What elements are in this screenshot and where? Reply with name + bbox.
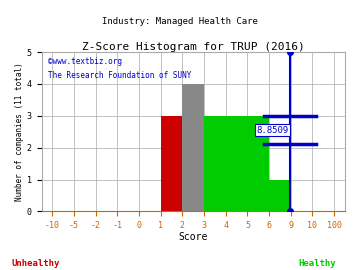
Bar xyxy=(269,180,291,211)
X-axis label: Score: Score xyxy=(179,231,208,241)
Bar xyxy=(161,116,183,211)
Text: Unhealthy: Unhealthy xyxy=(12,259,60,268)
Text: The Research Foundation of SUNY: The Research Foundation of SUNY xyxy=(48,71,191,80)
Bar xyxy=(183,84,204,211)
Y-axis label: Number of companies (11 total): Number of companies (11 total) xyxy=(15,62,24,201)
Text: Industry: Managed Health Care: Industry: Managed Health Care xyxy=(102,17,258,26)
Text: Healthy: Healthy xyxy=(298,259,336,268)
Text: ©www.textbiz.org: ©www.textbiz.org xyxy=(48,57,122,66)
Text: 8.8509: 8.8509 xyxy=(256,126,288,135)
Bar xyxy=(204,116,269,211)
Title: Z-Score Histogram for TRUP (2016): Z-Score Histogram for TRUP (2016) xyxy=(82,42,305,52)
